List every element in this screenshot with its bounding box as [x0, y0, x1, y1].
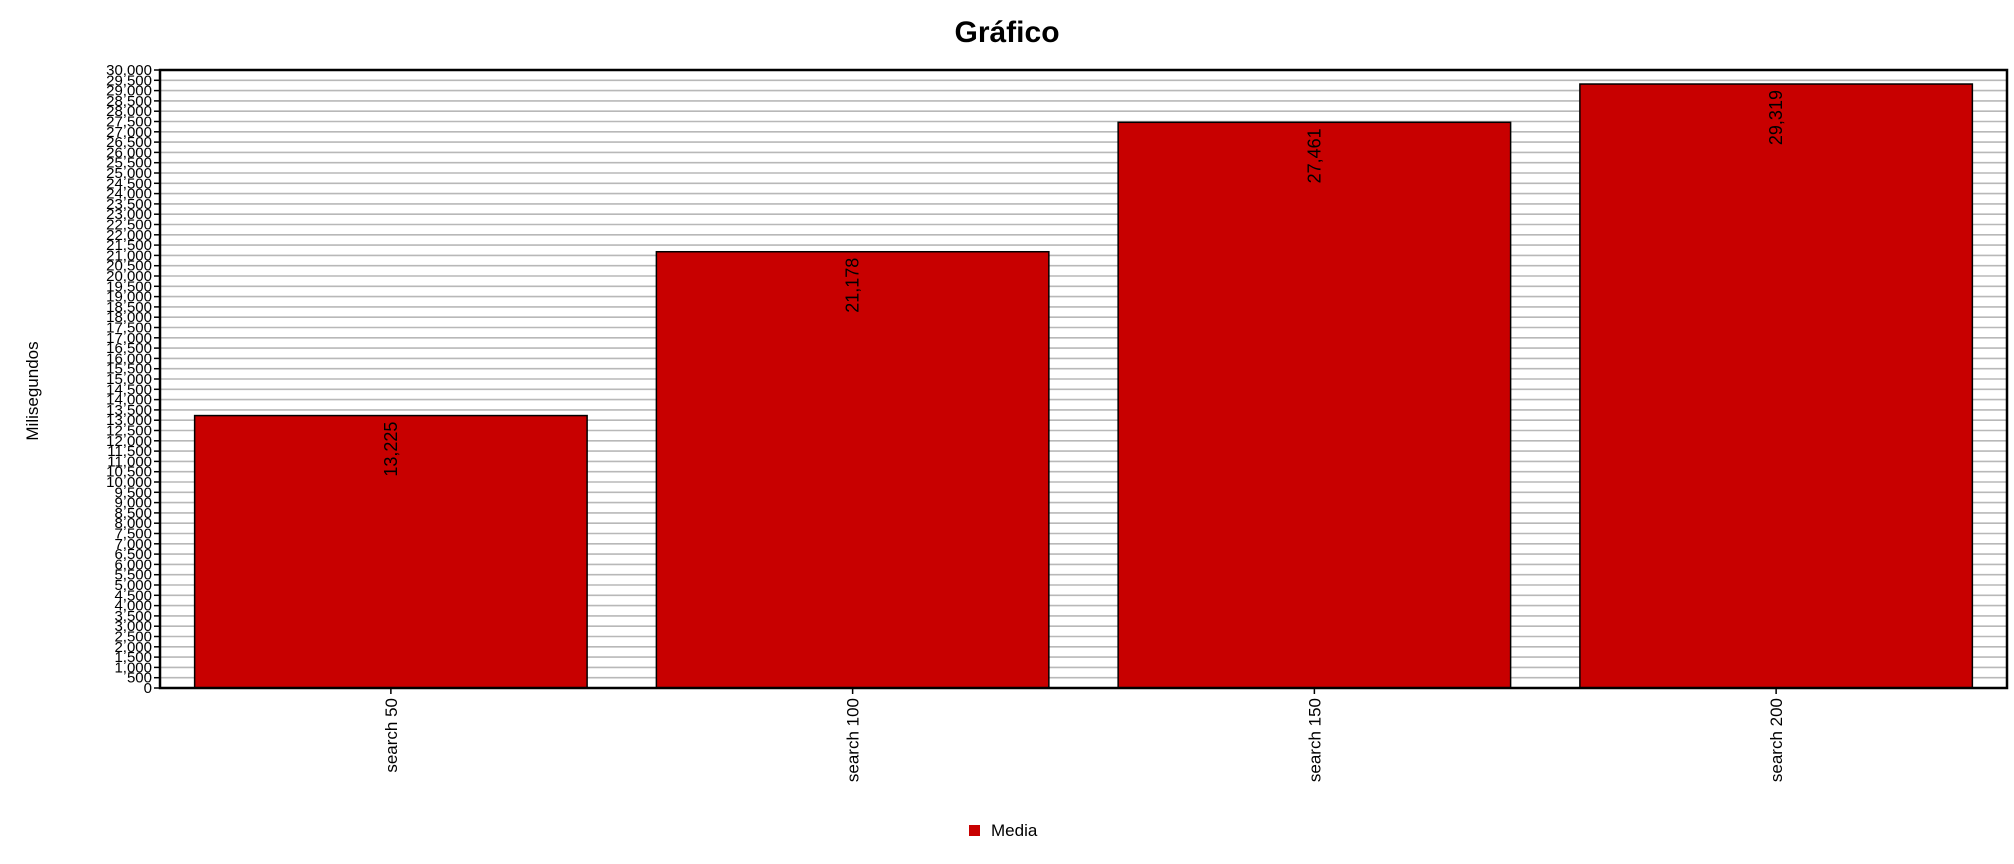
y-tick-label: 27,000 — [106, 124, 152, 141]
y-tick-label: 5,500 — [114, 567, 152, 584]
y-tick-label: 12,500 — [106, 423, 152, 440]
y-tick-label: 10,000 — [106, 474, 152, 491]
y-tick-label: 8,500 — [114, 505, 152, 522]
y-tick-label: 12,000 — [106, 433, 152, 450]
bar-search-50 — [193, 414, 588, 689]
x-tick-label: search 200 — [1767, 698, 1786, 782]
y-tick-label: 11,500 — [107, 443, 152, 460]
y-tick-label: 16,000 — [106, 350, 152, 367]
x-axis-ticks: search 50 search 100 search 150 search 200 — [382, 688, 1786, 782]
legend-label-media: Media — [991, 821, 1038, 840]
y-tick-label: 26,000 — [106, 144, 152, 161]
y-tick-label: 14,500 — [106, 381, 152, 398]
y-tick-label: 13,500 — [106, 402, 152, 419]
y-tick-label: 24,500 — [106, 175, 152, 192]
y-tick-label: 2,000 — [114, 639, 152, 656]
x-tick-label: search 50 — [382, 698, 401, 773]
y-tick-label: 21,000 — [106, 247, 152, 264]
y-tick-label: 21,500 — [106, 237, 152, 254]
y-tick-label: 11,000 — [107, 453, 152, 470]
y-tick-label: 500 — [127, 670, 152, 687]
bar-search-200 — [1579, 83, 1974, 689]
x-tick-label: search 100 — [844, 698, 863, 782]
y-tick-label: 19,500 — [106, 278, 152, 295]
y-axis-label: Milisegundos — [23, 341, 42, 440]
bar-search-100 — [655, 250, 1050, 689]
y-tick-label: 2,500 — [114, 629, 152, 646]
y-tick-label: 5,000 — [114, 577, 152, 594]
y-tick-label: 3,500 — [114, 608, 152, 625]
y-tick-label: 7,000 — [114, 536, 152, 553]
y-tick-label: 3,000 — [114, 618, 152, 635]
y-tick-label: 17,000 — [106, 330, 152, 347]
y-tick-label: 17,500 — [106, 320, 152, 337]
y-tick-label: 10,500 — [106, 464, 152, 481]
y-tick-label: 6,000 — [114, 556, 152, 573]
y-axis-ticks: 05001,0001,5002,0002,5003,0003,5004,0004… — [106, 62, 160, 697]
y-tick-label: 15,500 — [106, 361, 152, 378]
y-tick-label: 19,000 — [106, 289, 152, 306]
y-tick-label: 8,000 — [114, 515, 152, 532]
x-tick-label: search 150 — [1305, 698, 1324, 782]
y-tick-label: 1,000 — [114, 659, 152, 676]
data-labels: 13,225 21,178 27,461 29,319 — [381, 90, 1786, 477]
y-tick-label: 18,500 — [106, 299, 152, 316]
y-tick-label: 20,000 — [106, 268, 152, 285]
y-tick-label: 9,500 — [114, 484, 152, 501]
y-tick-label: 22,000 — [106, 227, 152, 244]
y-tick-label: 25,500 — [106, 155, 152, 172]
data-label: 21,178 — [843, 258, 863, 313]
y-tick-label: 4,000 — [114, 598, 152, 615]
y-tick-label: 26,500 — [106, 134, 152, 151]
y-tick-label: 13,000 — [106, 412, 152, 429]
y-tick-label: 15,000 — [106, 371, 152, 388]
y-tick-label: 20,500 — [106, 258, 152, 275]
y-tick-label: 4,500 — [114, 587, 152, 604]
y-tick-label: 0 — [144, 680, 152, 697]
y-tick-label: 14,000 — [106, 392, 152, 409]
legend-swatch-media — [969, 825, 980, 836]
y-tick-label: 29,500 — [106, 72, 152, 89]
y-tick-label: 16,500 — [106, 340, 152, 357]
y-tick-label: 18,000 — [106, 309, 152, 326]
data-label: 27,461 — [1304, 128, 1324, 183]
y-tick-label: 27,500 — [106, 114, 152, 131]
y-tick-label: 1,500 — [114, 649, 152, 666]
data-label: 29,319 — [1766, 90, 1786, 145]
data-label: 13,225 — [381, 422, 401, 477]
y-tick-label: 6,500 — [114, 546, 152, 563]
y-tick-label: 22,500 — [106, 217, 152, 234]
y-tick-label: 23,000 — [106, 206, 152, 223]
bar-search-150 — [1117, 121, 1512, 689]
y-tick-label: 30,000 — [106, 62, 152, 79]
y-tick-label: 9,000 — [114, 495, 152, 512]
chart-title: Gráfico — [954, 16, 1059, 49]
legend: Media — [969, 821, 1038, 840]
y-tick-label: 28,500 — [106, 93, 152, 110]
y-tick-label: 25,000 — [106, 165, 152, 182]
y-tick-label: 28,000 — [106, 103, 152, 120]
y-tick-label: 7,500 — [114, 526, 152, 543]
y-tick-label: 24,000 — [106, 186, 152, 203]
y-tick-label: 29,000 — [106, 83, 152, 100]
y-tick-label: 23,500 — [106, 196, 152, 213]
bars — [193, 83, 1974, 689]
